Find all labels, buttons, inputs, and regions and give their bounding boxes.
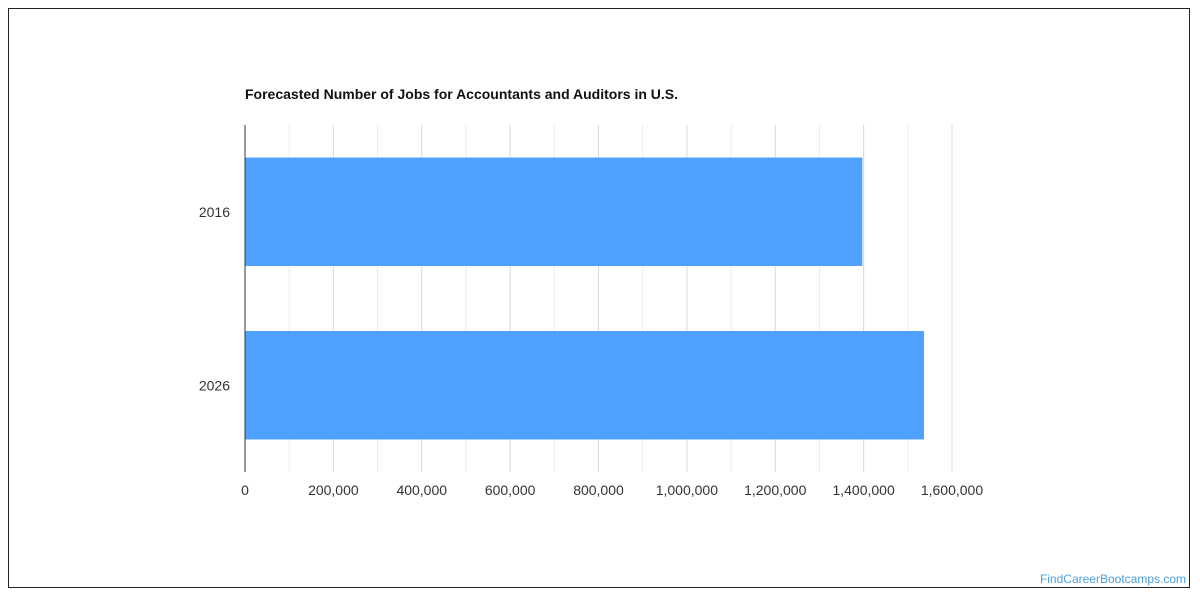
x-tick-label: 400,000 — [396, 482, 447, 498]
watermark-text: FindCareerBootcamps.com — [1039, 572, 1186, 586]
x-tick-label: 800,000 — [573, 482, 624, 498]
chart-title: Forecasted Number of Jobs for Accountant… — [245, 86, 679, 102]
tick-labels: 2016 2026 0 200,000 400,000 600,000 800,000 1,0… — [199, 204, 984, 498]
x-tick-label: 1,200,000 — [744, 482, 806, 498]
bars — [245, 157, 925, 440]
x-tick-label: 1,400,000 — [832, 482, 894, 498]
category-label: 2016 — [199, 204, 230, 220]
x-tick-label: 600,000 — [485, 482, 536, 498]
x-tick-label: 1,000,000 — [656, 482, 718, 498]
category-label: 2026 — [199, 377, 230, 393]
x-tick-label: 1,600,000 — [921, 482, 983, 498]
bar-2026 — [245, 331, 925, 440]
x-tick-label: 0 — [241, 482, 249, 498]
x-tick-label: 200,000 — [308, 482, 359, 498]
bar-2016 — [245, 157, 863, 266]
